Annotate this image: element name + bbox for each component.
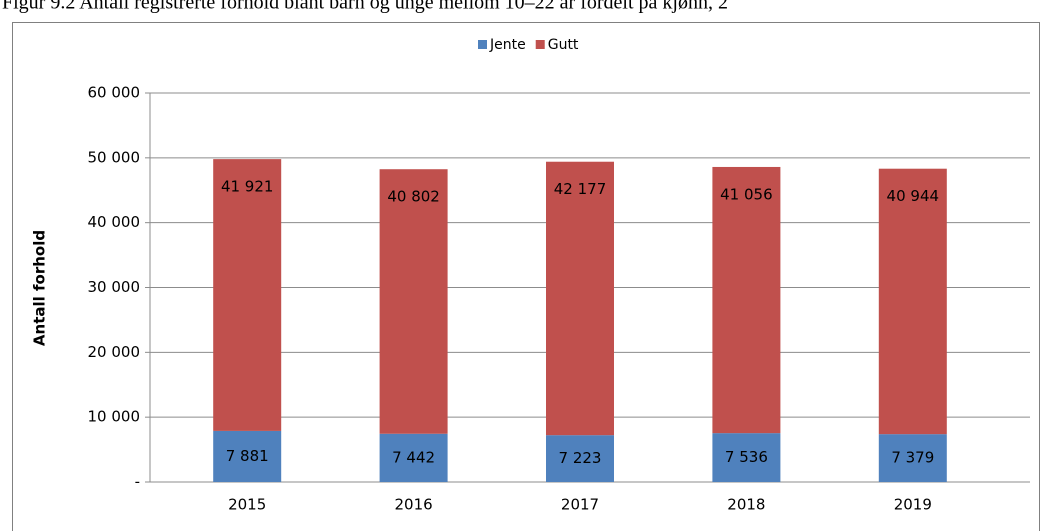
chart-frame bbox=[12, 22, 1040, 531]
bar-segment bbox=[546, 161, 614, 436]
bar-segment bbox=[213, 159, 282, 431]
x-tick-label: 2016 bbox=[395, 496, 433, 514]
bar-segment bbox=[712, 433, 781, 482]
bar-segment bbox=[213, 430, 282, 482]
bar-segment bbox=[379, 433, 448, 482]
data-label: 42 177 bbox=[554, 180, 607, 198]
y-tick-label: 40 000 bbox=[88, 213, 141, 231]
legend-label: Jente bbox=[489, 37, 526, 53]
legend-label: Gutt bbox=[548, 37, 579, 53]
chart-title: Figur 9.2 Antall registrerte forhold bla… bbox=[2, 0, 728, 14]
legend-swatch bbox=[478, 40, 487, 49]
bar-segment bbox=[878, 434, 947, 482]
bar-segment bbox=[712, 166, 781, 434]
y-tick-label: - bbox=[135, 473, 140, 491]
bar-segment bbox=[546, 435, 614, 482]
y-tick-label: 50 000 bbox=[88, 148, 141, 166]
x-tick-label: 2019 bbox=[894, 496, 932, 514]
data-label: 7 881 bbox=[226, 447, 269, 465]
bar-segment bbox=[878, 168, 947, 435]
y-tick-label: 20 000 bbox=[88, 343, 141, 361]
data-label: 40 802 bbox=[387, 188, 440, 206]
y-tick-label: 60 000 bbox=[88, 84, 141, 102]
legend-swatch bbox=[535, 40, 545, 49]
data-label: 7 379 bbox=[891, 449, 934, 467]
data-label: 40 944 bbox=[887, 187, 940, 205]
data-label: 41 921 bbox=[221, 178, 274, 196]
data-label: 7 536 bbox=[725, 448, 768, 466]
bar-segment bbox=[379, 169, 448, 434]
x-tick-label: 2017 bbox=[561, 496, 599, 514]
y-tick-label: 30 000 bbox=[88, 278, 141, 296]
y-axis-label: Antall forhold bbox=[31, 230, 49, 346]
x-tick-label: 2018 bbox=[727, 496, 765, 514]
data-label: 7 223 bbox=[559, 449, 602, 467]
x-tick-label: 2015 bbox=[228, 496, 266, 514]
data-label: 7 442 bbox=[392, 448, 435, 466]
y-tick-label: 10 000 bbox=[88, 408, 141, 426]
data-label: 41 056 bbox=[720, 185, 773, 203]
